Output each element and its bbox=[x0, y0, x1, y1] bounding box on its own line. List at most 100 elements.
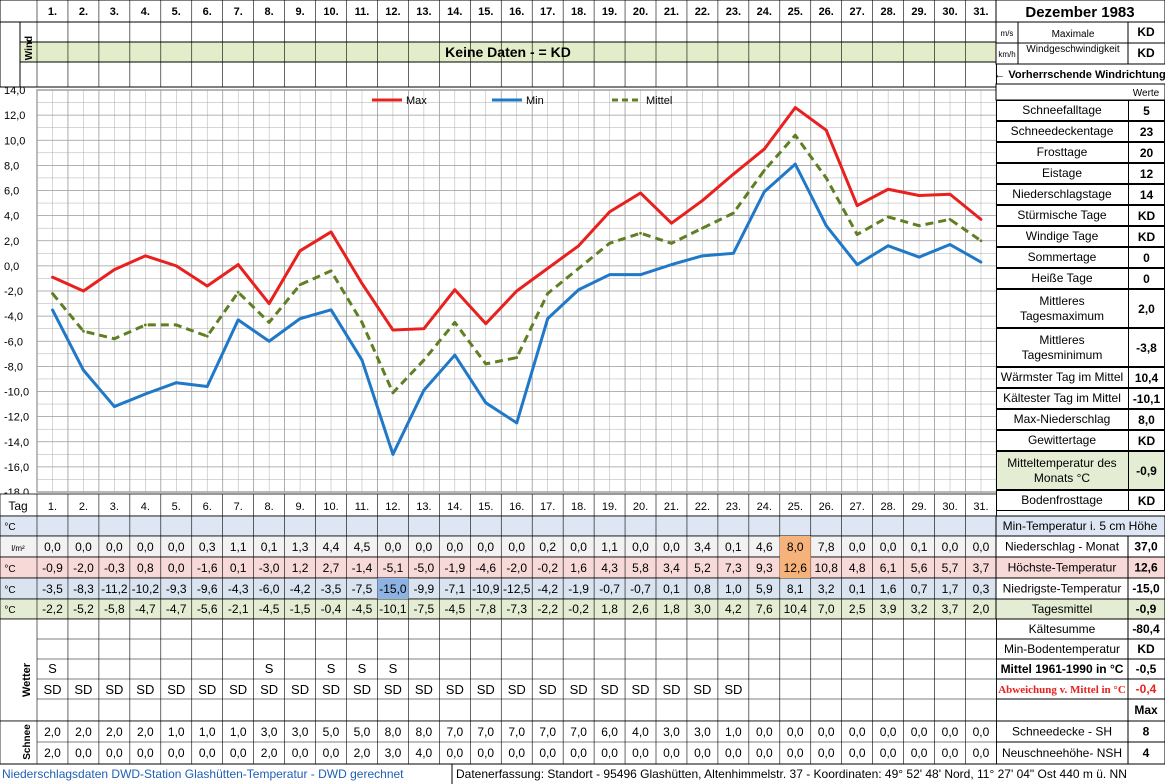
stat-row-6: Stürmische Tage KD bbox=[996, 205, 1165, 226]
mean-unit: °C bbox=[4, 605, 15, 616]
tag-day-20: 20. bbox=[633, 501, 648, 513]
stat-value: 23 bbox=[1128, 122, 1164, 141]
snow-nsh-15: 0,0 bbox=[477, 746, 494, 760]
right-row-value: Max bbox=[1134, 703, 1158, 717]
snow-nsh-22: 0,0 bbox=[694, 746, 711, 760]
snow-nsh-26: 0,0 bbox=[818, 746, 835, 760]
tmin-cell-25: 8,1 bbox=[787, 582, 804, 596]
point-max-16 bbox=[515, 289, 519, 293]
precip-highlight bbox=[779, 536, 811, 557]
right-row-value: 12,6 bbox=[1134, 561, 1158, 575]
point-mittel-23 bbox=[731, 211, 735, 215]
tmean-cell-15: -7,8 bbox=[475, 602, 496, 616]
stat-row-7: Windige Tage KD bbox=[996, 226, 1165, 247]
snow-sh-12: 8,0 bbox=[385, 725, 402, 739]
precip-cell-14: 0,0 bbox=[446, 540, 463, 554]
wetter-sd-15: SD bbox=[477, 682, 495, 697]
tmax-cell-9: 1,2 bbox=[292, 561, 309, 575]
header-day-2: 2. bbox=[79, 6, 88, 18]
wetter-s-12: S bbox=[389, 661, 398, 676]
snow-sh-10: 5,0 bbox=[323, 725, 340, 739]
snow-nsh-29: 0,0 bbox=[911, 746, 928, 760]
tmax-cell-23: 7,3 bbox=[725, 561, 742, 575]
tmean-cell-27: 2,5 bbox=[849, 602, 866, 616]
tmean-cell-2: -5,2 bbox=[73, 602, 94, 616]
stat-value: KD bbox=[1128, 491, 1164, 510]
precip-cell-30: 0,0 bbox=[942, 540, 959, 554]
right-row-label: Neuschneehöhe- NSH bbox=[1002, 746, 1122, 760]
point-mittel-2 bbox=[82, 329, 85, 333]
y-tick-label: 8,0 bbox=[4, 160, 19, 172]
precip-cell-23: 0,1 bbox=[725, 540, 742, 554]
stat-row-10: Mittleres Tagesmaximum 2,0 bbox=[996, 289, 1165, 328]
snow-nsh-30: 0,0 bbox=[942, 746, 959, 760]
tmax-cell-20: 5,8 bbox=[632, 561, 649, 575]
snow-sh-3: 2,0 bbox=[106, 725, 123, 739]
point-mittel-5 bbox=[174, 323, 178, 327]
point-max-23 bbox=[731, 172, 735, 176]
precip-cell-3: 0,0 bbox=[106, 540, 123, 554]
wind-max-label-1: Maximale bbox=[1052, 29, 1095, 40]
header-day-29: 29. bbox=[911, 6, 926, 18]
tmin-cell-21: 0,1 bbox=[663, 582, 680, 596]
y-tick-label: -8,0 bbox=[4, 361, 23, 373]
point-mittel-20 bbox=[639, 231, 642, 235]
snow-sh-14: 7,0 bbox=[446, 725, 463, 739]
point-max-28 bbox=[886, 187, 890, 191]
stat-label: Sommertage bbox=[1027, 250, 1097, 264]
point-max-31 bbox=[979, 217, 983, 221]
tag-day-31: 31. bbox=[973, 501, 988, 513]
wind-unit-kmh: km/h bbox=[998, 50, 1015, 59]
y-tick-label: -14,0 bbox=[4, 437, 29, 449]
right-row-value: -0,9 bbox=[1136, 602, 1157, 616]
right-row-label: Schneedecke - SH bbox=[1012, 725, 1112, 739]
snow-sh-2: 2,0 bbox=[75, 725, 92, 739]
header-day-6: 6. bbox=[203, 6, 212, 18]
row-min5 bbox=[0, 515, 997, 537]
tag-day-14: 14. bbox=[447, 501, 462, 513]
wind-max-ms-value: KD bbox=[1137, 25, 1155, 39]
precip-cell-28: 0,0 bbox=[880, 540, 897, 554]
stat-row-8: Sommertage 0 bbox=[996, 247, 1165, 268]
precip-cell-8: 0,1 bbox=[261, 540, 278, 554]
point-mittel-8 bbox=[267, 321, 271, 324]
point-max-17 bbox=[546, 266, 550, 270]
point-min-27 bbox=[855, 263, 859, 267]
point-min-16 bbox=[515, 421, 519, 425]
tmin-cell-5: -9,3 bbox=[166, 582, 187, 596]
stat-row-14: Max-Niederschlag 8,0 bbox=[996, 409, 1165, 430]
y-tick-label: -12,0 bbox=[4, 412, 29, 424]
snow-nsh-23: 0,0 bbox=[725, 746, 742, 760]
tag-day-21: 21. bbox=[664, 501, 679, 513]
stat-row-5: Niederschlagstage 14 bbox=[996, 184, 1165, 205]
tmin-cell-23: 1,0 bbox=[725, 582, 742, 596]
tmin-cell-29: 0,7 bbox=[911, 582, 928, 596]
snow-sh-1: 2,0 bbox=[44, 725, 61, 739]
tmin-cell-27: 0,1 bbox=[849, 582, 866, 596]
point-min-31 bbox=[979, 260, 983, 264]
header-day-9: 9. bbox=[295, 6, 304, 18]
tmin-cell-15: -10,9 bbox=[472, 582, 500, 596]
right-row-label: Mittel 1961-1990 in °C bbox=[1001, 662, 1124, 676]
point-min-6 bbox=[205, 385, 209, 388]
stat-row-1: Schneefalltage 5 bbox=[996, 100, 1165, 121]
header-day-25: 25. bbox=[788, 6, 803, 18]
snow-sh-28: 0,0 bbox=[880, 725, 897, 739]
precip-unit: l/m² bbox=[11, 544, 25, 553]
tag-day-2: 2. bbox=[79, 501, 88, 513]
stat-row-13: Kältester Tag im Mittel -10,1 bbox=[996, 388, 1165, 409]
tmin-cell-10: -3,5 bbox=[321, 582, 342, 596]
tmean-cell-30: 3,7 bbox=[942, 602, 959, 616]
point-min-24 bbox=[762, 190, 766, 194]
y-tick-label: 6,0 bbox=[4, 186, 19, 198]
min-highlight bbox=[377, 578, 409, 599]
tmax-cell-6: -1,6 bbox=[197, 561, 218, 575]
header-day-5: 5. bbox=[172, 6, 181, 18]
tmin-cell-14: -7,1 bbox=[444, 582, 465, 596]
point-mittel-6 bbox=[205, 334, 209, 338]
right-row-value: -0,4 bbox=[1136, 682, 1157, 696]
footer-left: Niederschlagsdaten DWD-Station Glashütte… bbox=[2, 767, 404, 781]
snow-nsh-4: 0,0 bbox=[137, 746, 154, 760]
tmean-cell-4: -4,7 bbox=[135, 602, 156, 616]
y-tick-label: -16,0 bbox=[4, 462, 29, 474]
